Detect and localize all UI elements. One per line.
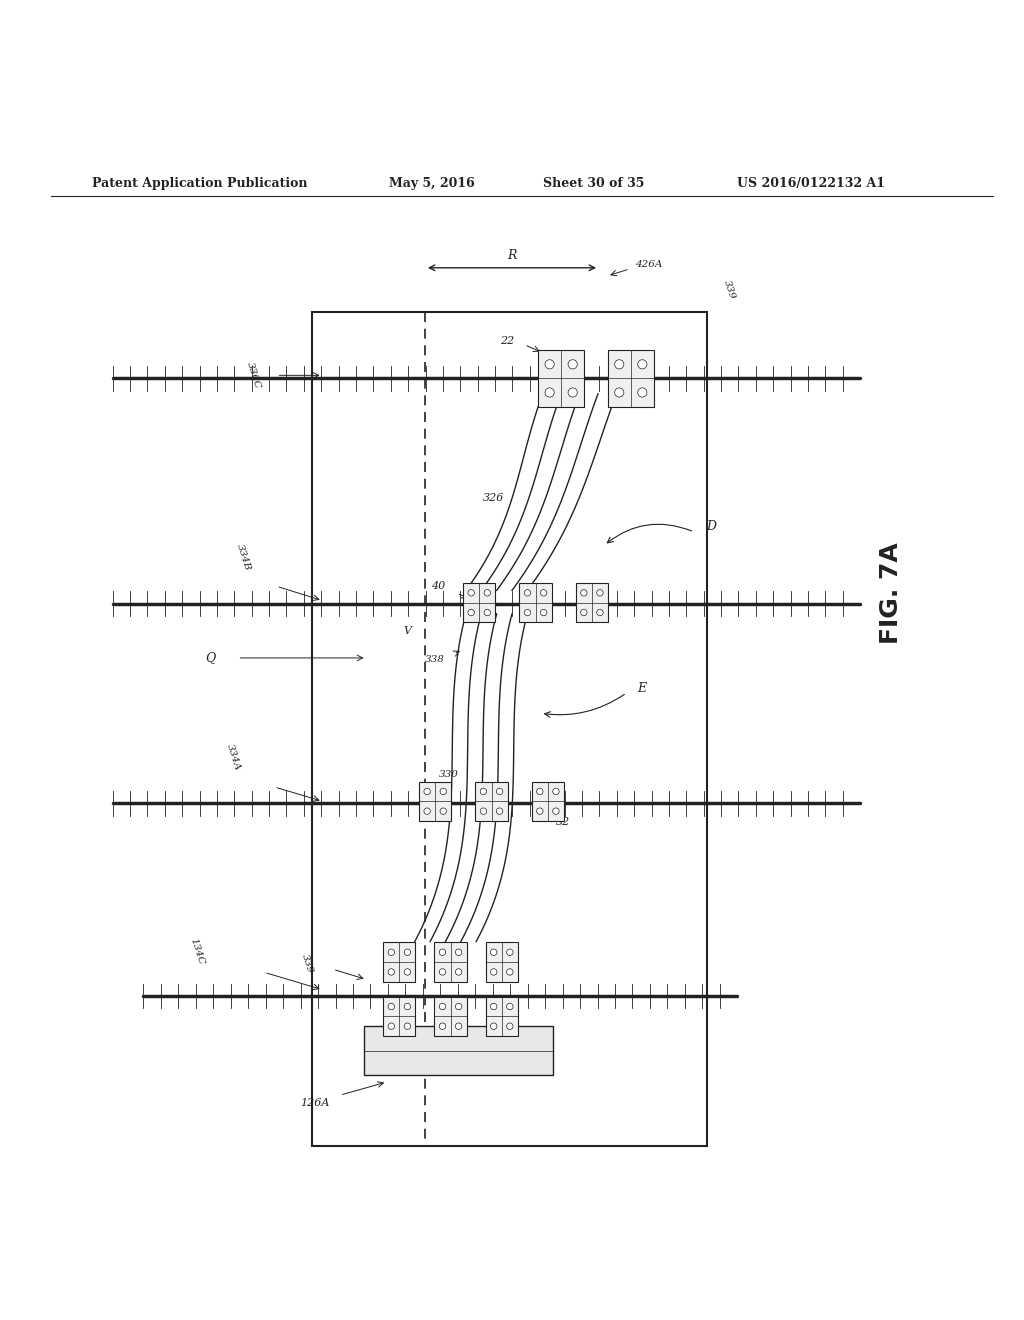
Circle shape <box>568 360 578 368</box>
Text: US 2016/0122132 A1: US 2016/0122132 A1 <box>737 177 886 190</box>
Circle shape <box>456 1003 462 1010</box>
Circle shape <box>424 808 430 814</box>
Text: 134C: 134C <box>188 937 205 966</box>
Circle shape <box>468 610 474 615</box>
Circle shape <box>568 388 578 397</box>
Circle shape <box>424 788 430 795</box>
Circle shape <box>480 788 486 795</box>
Text: D: D <box>707 520 717 533</box>
Circle shape <box>388 969 394 975</box>
Bar <box>463 583 496 622</box>
Bar <box>485 997 518 1036</box>
Circle shape <box>507 1023 513 1030</box>
Bar <box>531 781 564 821</box>
Text: 334A: 334A <box>225 743 242 772</box>
Circle shape <box>490 949 497 956</box>
Text: Q: Q <box>205 652 215 664</box>
Circle shape <box>524 610 530 615</box>
Circle shape <box>490 1003 497 1010</box>
Bar <box>539 350 585 407</box>
Circle shape <box>490 1023 497 1030</box>
Circle shape <box>541 610 547 615</box>
Circle shape <box>440 788 446 795</box>
Circle shape <box>439 969 445 975</box>
Bar <box>485 942 518 982</box>
Circle shape <box>484 610 490 615</box>
Circle shape <box>439 1003 445 1010</box>
Bar <box>608 350 654 407</box>
Circle shape <box>524 590 530 597</box>
Circle shape <box>638 388 647 397</box>
Text: 330: 330 <box>438 770 459 779</box>
Bar <box>383 997 416 1036</box>
Circle shape <box>388 949 394 956</box>
Circle shape <box>507 969 513 975</box>
Circle shape <box>439 1023 445 1030</box>
Circle shape <box>537 788 543 795</box>
Circle shape <box>507 949 513 956</box>
Text: May 5, 2016: May 5, 2016 <box>389 177 475 190</box>
Circle shape <box>553 808 559 814</box>
Bar <box>383 942 416 982</box>
Text: 426A: 426A <box>635 260 663 269</box>
Circle shape <box>490 969 497 975</box>
Circle shape <box>614 388 624 397</box>
Circle shape <box>497 808 503 814</box>
Bar <box>575 583 608 622</box>
Circle shape <box>404 1003 411 1010</box>
Circle shape <box>484 590 490 597</box>
Circle shape <box>440 808 446 814</box>
Bar <box>434 942 467 982</box>
Circle shape <box>597 610 603 615</box>
Text: E: E <box>637 682 646 696</box>
Text: 326: 326 <box>483 494 504 503</box>
Circle shape <box>388 1023 394 1030</box>
Circle shape <box>545 360 554 368</box>
Text: 339: 339 <box>300 953 314 975</box>
Text: Patent Application Publication: Patent Application Publication <box>92 177 307 190</box>
Text: R: R <box>507 248 517 261</box>
Text: 339: 339 <box>722 279 736 300</box>
Circle shape <box>480 808 486 814</box>
Circle shape <box>456 1023 462 1030</box>
Text: 22: 22 <box>500 335 514 346</box>
Circle shape <box>439 949 445 956</box>
Circle shape <box>581 610 587 615</box>
Circle shape <box>597 590 603 597</box>
Bar <box>475 781 508 821</box>
Circle shape <box>537 808 543 814</box>
Text: FIG. 7A: FIG. 7A <box>879 543 903 644</box>
Bar <box>364 1026 553 1074</box>
Circle shape <box>404 1023 411 1030</box>
Circle shape <box>497 788 503 795</box>
Circle shape <box>456 949 462 956</box>
Bar <box>519 583 552 622</box>
Text: 334B: 334B <box>236 543 252 572</box>
Circle shape <box>507 1003 513 1010</box>
Circle shape <box>581 590 587 597</box>
Circle shape <box>388 1003 394 1010</box>
Bar <box>434 997 467 1036</box>
Bar <box>312 312 707 1146</box>
Text: 338: 338 <box>425 656 445 664</box>
Text: 336C: 336C <box>246 360 262 389</box>
Text: V: V <box>403 626 412 636</box>
Circle shape <box>553 788 559 795</box>
Circle shape <box>404 949 411 956</box>
Circle shape <box>404 969 411 975</box>
Bar <box>419 781 452 821</box>
Text: Sheet 30 of 35: Sheet 30 of 35 <box>543 177 644 190</box>
Text: 32: 32 <box>556 817 570 826</box>
Text: 126A: 126A <box>301 1098 330 1109</box>
Circle shape <box>468 590 474 597</box>
Text: 40: 40 <box>431 581 445 591</box>
Circle shape <box>614 360 624 368</box>
Circle shape <box>541 590 547 597</box>
Circle shape <box>638 360 647 368</box>
Circle shape <box>456 969 462 975</box>
Circle shape <box>545 388 554 397</box>
